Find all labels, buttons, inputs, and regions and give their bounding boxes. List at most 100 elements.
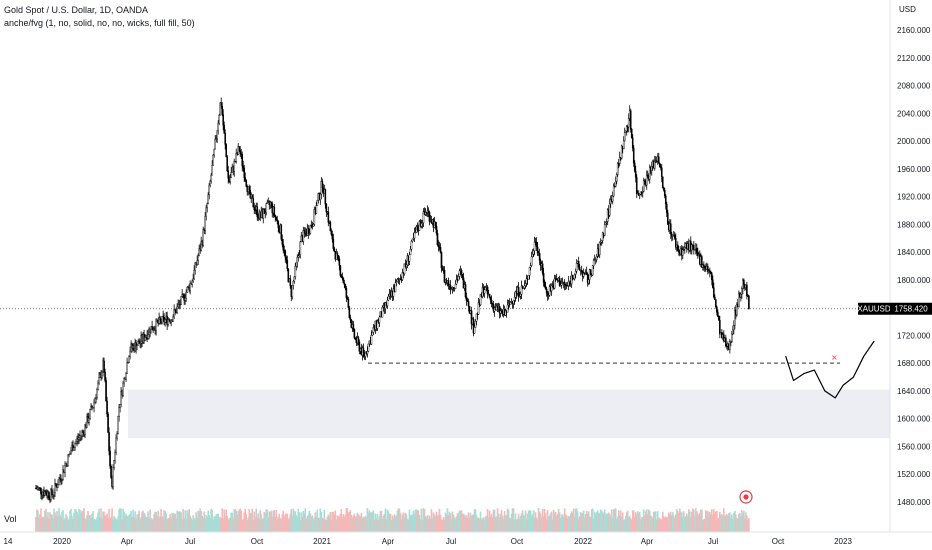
volume-bar [272, 510, 275, 532]
volume-bar [747, 519, 749, 532]
volume-bar [186, 510, 188, 532]
volume-bar [545, 519, 548, 532]
volume-bar [135, 519, 137, 532]
volume-bar [454, 518, 457, 532]
volume-bar [112, 519, 114, 532]
candle-body [220, 102, 223, 107]
time-axis[interactable]: 14 2020 Apr Jul Oct 2021 Apr Jul Oct 2022 Apr Jul Oc… [4, 537, 853, 546]
volume-bar [489, 516, 492, 532]
volume-bar [434, 516, 437, 532]
candle-body [254, 209, 257, 211]
candle-body [92, 407, 94, 409]
volume-bar [236, 514, 239, 532]
candle-body [491, 303, 494, 305]
volume-bar [362, 516, 365, 532]
volume-bar [586, 513, 589, 532]
candle-body [197, 255, 199, 261]
last-price-bg [890, 302, 932, 315]
volume-bar [227, 519, 230, 532]
volume-bar [211, 510, 213, 532]
volume-bar [427, 519, 430, 532]
volume-bar [668, 514, 671, 532]
volume-bar [168, 518, 170, 532]
candle-body [186, 287, 188, 293]
price-axis[interactable]: 2160.000 2120.000 2080.000 2040.000 2000.000… [897, 26, 931, 507]
candle-body [159, 317, 161, 321]
volume-bar [181, 519, 183, 532]
volume-bar [484, 516, 487, 532]
symbol-title[interactable]: Gold Spot / U.S. Dollar, 1D, OANDA [4, 5, 149, 15]
candle-body [223, 125, 226, 134]
candle-body [234, 161, 237, 163]
volume-bar [192, 515, 194, 532]
volume-bar [479, 511, 482, 532]
volume-bar [506, 508, 509, 532]
candle-body [327, 211, 330, 223]
candle-body [349, 317, 352, 321]
candle-body [541, 263, 544, 274]
volume-bar [553, 513, 556, 532]
volume-bar [61, 511, 63, 532]
volume-bar [133, 517, 135, 532]
volume-bar [93, 518, 95, 532]
candle-body [128, 356, 130, 363]
volume-bar [688, 509, 690, 532]
volume-bar [325, 519, 328, 532]
y-tick-label: 1560.000 [897, 442, 931, 451]
volume-bar [486, 509, 489, 532]
indicator-title[interactable]: anche/fvg (1, no, solid, no, no, wicks, … [4, 18, 195, 28]
volume-bar [280, 519, 283, 532]
projection-path [785, 340, 875, 399]
candle-body [553, 278, 556, 289]
volume-bar [700, 509, 702, 532]
flag-icon [739, 490, 753, 504]
volume-bar [381, 519, 384, 532]
volume-bar [350, 514, 353, 532]
candle-body [57, 484, 59, 488]
candle-layer [35, 97, 750, 504]
candle-body [677, 250, 680, 253]
candle-body [589, 269, 592, 275]
volume-bar [487, 517, 490, 532]
volume-bar [336, 515, 339, 532]
volume-bar [284, 514, 287, 532]
volume-bar [641, 517, 644, 532]
volume-bar [265, 509, 268, 532]
volume-bar [699, 513, 701, 532]
candle-body [639, 191, 642, 195]
candle-body [615, 174, 618, 182]
volume-bar [226, 516, 229, 532]
candle-body [455, 279, 458, 285]
candle-body [474, 321, 477, 328]
candle-body [213, 148, 215, 156]
volume-bar [429, 518, 432, 532]
volume-bar [215, 514, 217, 532]
candle-body [357, 337, 360, 343]
volume-bar [533, 517, 536, 532]
volume-bar [134, 511, 136, 532]
volume-bar [637, 513, 640, 532]
candle-body [630, 128, 633, 139]
candle-body [577, 261, 580, 268]
volume-bar [357, 514, 360, 532]
volume-bar [56, 511, 58, 532]
volume-bar [363, 517, 366, 532]
volume-bar [314, 512, 317, 532]
volume-bar [725, 514, 727, 532]
candle-body [559, 285, 562, 287]
candle-body [233, 161, 236, 172]
volume-label[interactable]: Vol [4, 514, 17, 524]
candle-body [138, 340, 140, 344]
volume-bar [212, 519, 214, 532]
volume-bar [200, 510, 202, 532]
volume-bar [297, 508, 300, 532]
volume-bar [71, 515, 73, 532]
volume-bar [254, 516, 257, 532]
volume-bar [394, 516, 397, 532]
volume-bar [526, 513, 529, 532]
volume-bar [344, 514, 347, 532]
volume-bar [378, 515, 381, 532]
volume-bar [651, 518, 654, 532]
candle-body [736, 304, 738, 316]
